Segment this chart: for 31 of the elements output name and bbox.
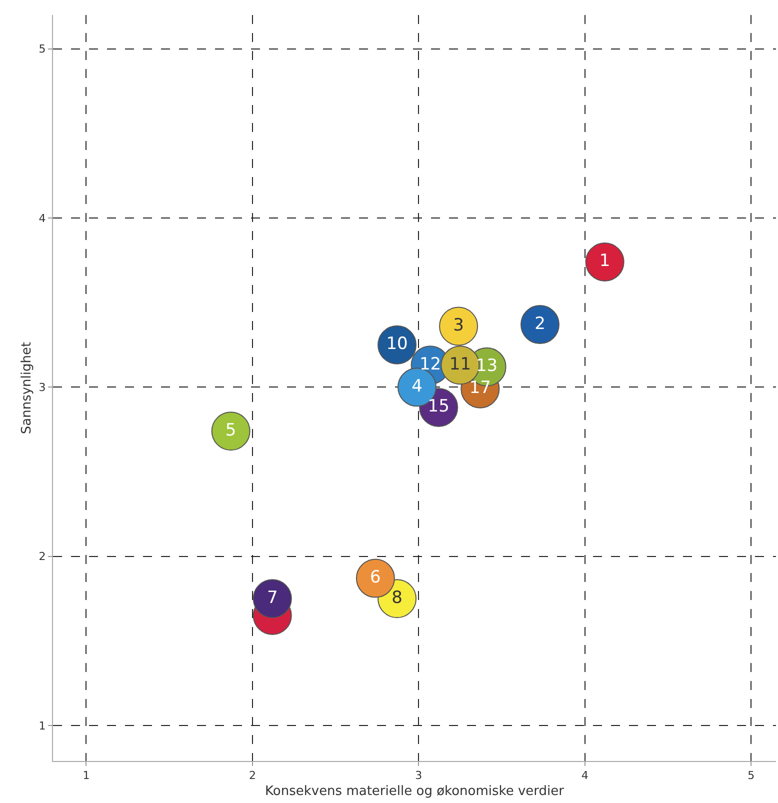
annotation: 3 <box>453 316 464 336</box>
x-tick-label: 2 <box>248 769 256 782</box>
x-tick-label: 4 <box>581 769 588 782</box>
annotation: 10 <box>386 334 408 354</box>
annotation: 2 <box>534 314 546 334</box>
annotation: 5 <box>225 420 236 440</box>
annotation: 12 <box>419 354 442 374</box>
annotation: 1 <box>599 251 610 272</box>
x-tick-label: 1 <box>82 769 90 782</box>
y-tick-label: 5 <box>38 42 46 56</box>
point <box>211 412 250 451</box>
annotation: 11 <box>449 354 472 374</box>
y-tick-label: 4 <box>38 212 46 225</box>
annotation: 7 <box>266 588 278 608</box>
y-axis-title: Sannsynlighet <box>20 342 35 434</box>
point <box>585 242 624 282</box>
y-tick-label: 2 <box>38 550 46 564</box>
point <box>252 579 292 618</box>
point <box>520 305 560 344</box>
x-tick-label: 5 <box>748 769 755 782</box>
annotation: 13 <box>476 356 498 376</box>
annotation: 17 <box>469 378 491 398</box>
x-axis-title: Konsekvens materielle og økonomiske verdier <box>265 784 565 799</box>
annotation: 6 <box>370 568 381 588</box>
y-tick-label: 1 <box>38 719 46 732</box>
annotation: 15 <box>428 396 450 417</box>
y-tick-label: 3 <box>38 381 46 394</box>
point <box>439 306 478 346</box>
annotation: 8 <box>392 588 402 608</box>
annotation: 4 <box>412 376 422 396</box>
x-tick-label: 3 <box>415 769 422 782</box>
